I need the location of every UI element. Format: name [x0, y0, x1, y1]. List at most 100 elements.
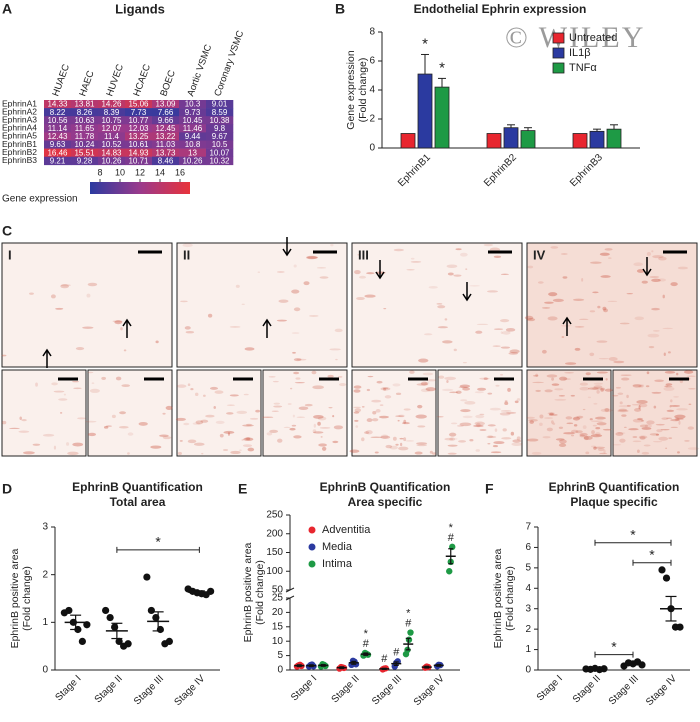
stain-texture	[677, 266, 689, 270]
heatmap-cell	[206, 140, 234, 149]
stain-texture	[666, 409, 675, 412]
heatmap-cell	[179, 100, 207, 109]
stain-texture	[619, 401, 623, 405]
stain-texture	[361, 406, 365, 408]
colorbar-label: Gene expression	[2, 194, 78, 205]
stain-texture	[82, 326, 94, 329]
stain-texture	[426, 379, 437, 382]
stain-texture	[633, 262, 644, 267]
micrograph	[262, 369, 348, 457]
stain-texture	[262, 416, 274, 418]
stain-texture	[651, 278, 661, 283]
y-tick-label: 5	[525, 562, 531, 573]
stain-texture	[366, 272, 375, 275]
y-tick-label: 6	[369, 56, 375, 67]
stain-texture	[590, 434, 603, 438]
stain-texture	[564, 371, 575, 374]
stain-texture	[213, 406, 216, 409]
stain-texture	[320, 436, 323, 438]
stain-texture	[127, 432, 134, 436]
stain-texture	[495, 384, 500, 387]
stain-texture	[590, 420, 603, 422]
stain-texture	[615, 432, 624, 436]
stain-texture	[500, 346, 511, 349]
stain-texture	[312, 385, 324, 390]
stain-texture	[200, 419, 209, 423]
chart-title: Total area	[110, 495, 166, 509]
cell-label: 14.83	[101, 148, 122, 157]
cell-label: 10.32	[209, 156, 230, 165]
stain-texture	[618, 405, 631, 408]
stain-texture	[55, 307, 64, 310]
cell-label: 14.93	[128, 148, 149, 157]
heatmap-cell	[98, 140, 126, 149]
stain-texture	[563, 432, 575, 435]
stain-texture	[384, 395, 392, 399]
y-tick-label: 25	[272, 593, 284, 604]
cell-label: 9.66	[158, 116, 174, 125]
y-tick-label: 4	[369, 85, 375, 96]
stain-texture	[442, 388, 454, 392]
stain-texture	[634, 316, 645, 321]
y-tick-label: 0	[369, 143, 375, 154]
stain-texture	[494, 428, 498, 432]
stain-texture	[462, 387, 471, 391]
legend-swatch	[552, 62, 565, 74]
stain-texture	[492, 444, 498, 448]
stain-texture	[406, 269, 415, 271]
stain-texture	[398, 446, 409, 451]
stain-texture	[311, 370, 317, 375]
stain-texture	[560, 324, 572, 327]
cell-label: 10.26	[182, 156, 203, 165]
stain-texture	[512, 439, 522, 443]
row-label: EphrinB3	[2, 155, 37, 165]
stain-texture	[676, 372, 679, 376]
stain-texture	[29, 292, 34, 295]
stain-texture	[544, 389, 553, 393]
stain-texture	[541, 307, 551, 309]
stain-texture	[667, 351, 671, 354]
cell-label: 10.45	[182, 116, 203, 125]
stain-texture	[179, 439, 183, 442]
stain-texture	[77, 417, 86, 420]
stain-texture	[591, 445, 596, 448]
stain-texture	[500, 410, 512, 412]
stain-texture	[226, 412, 234, 415]
stain-texture	[120, 327, 123, 331]
stain-texture	[575, 430, 583, 434]
y-tick-label: 5	[277, 650, 283, 661]
stain-texture	[663, 386, 675, 391]
significance-label: #	[363, 638, 370, 650]
stain-texture	[554, 398, 567, 401]
stain-texture	[636, 400, 648, 404]
stain-texture	[209, 386, 219, 390]
cell-label: 9.73	[185, 108, 201, 117]
cell-label: 15.51	[74, 148, 95, 157]
stain-texture	[551, 383, 560, 386]
stain-texture	[479, 413, 485, 416]
legend-label: Untreated	[569, 32, 617, 44]
stain-texture	[686, 375, 696, 377]
heatmap-cell	[125, 116, 153, 125]
heatmap-cell	[152, 108, 180, 117]
heatmap-cell	[125, 132, 153, 141]
data-point	[676, 623, 684, 631]
stain-texture	[641, 427, 652, 430]
stain-texture	[636, 269, 645, 273]
stain-texture	[401, 422, 410, 425]
data-point	[407, 629, 414, 636]
y-axis-label: EphrinB positive area	[9, 548, 21, 648]
stain-texture	[195, 392, 199, 397]
stain-texture	[53, 390, 65, 393]
stain-texture	[655, 433, 660, 436]
stain-texture	[304, 403, 313, 407]
significance-label: *	[406, 607, 411, 619]
stain-texture	[657, 278, 666, 282]
heatmap-cell	[71, 156, 99, 166]
heatmap-cell	[152, 116, 180, 125]
heatmap-cell	[98, 148, 126, 157]
legend-label: Adventitia	[322, 524, 371, 536]
stain-texture	[579, 382, 589, 386]
cell-label: 13.09	[155, 100, 176, 109]
stain-texture	[449, 391, 458, 394]
